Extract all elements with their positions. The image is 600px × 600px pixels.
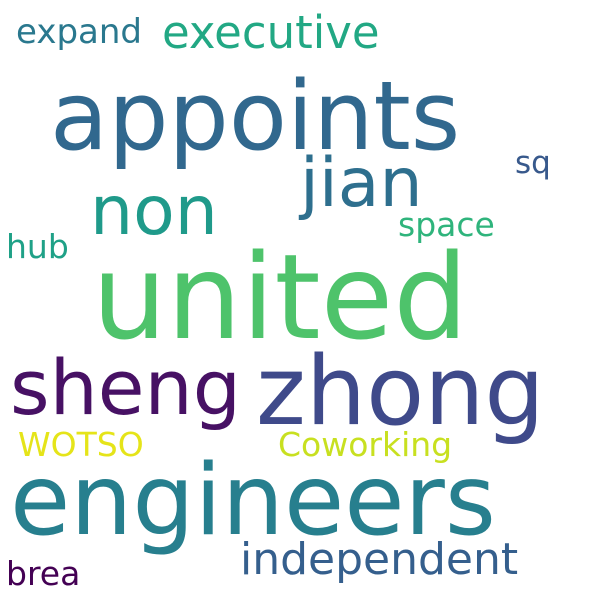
word-brea: brea	[6, 554, 81, 593]
word-sq: sq	[515, 145, 551, 181]
word-independent: independent	[240, 534, 519, 585]
word-non: non	[90, 172, 218, 251]
word-executive: executive	[162, 6, 380, 59]
word-jian: jian	[300, 144, 423, 223]
word-united: united	[92, 228, 469, 366]
word-expand: expand	[16, 12, 142, 52]
word-zhong: zhong	[256, 337, 545, 447]
word-coworking: Coworking	[278, 425, 453, 464]
word-wotso: WOTSO	[18, 425, 144, 464]
word-engineers: engineers	[10, 444, 496, 558]
word-space: space	[398, 205, 495, 244]
word-sheng: sheng	[10, 343, 241, 432]
word-hub: hub	[6, 227, 69, 266]
word-appoints: appoints	[50, 62, 461, 172]
